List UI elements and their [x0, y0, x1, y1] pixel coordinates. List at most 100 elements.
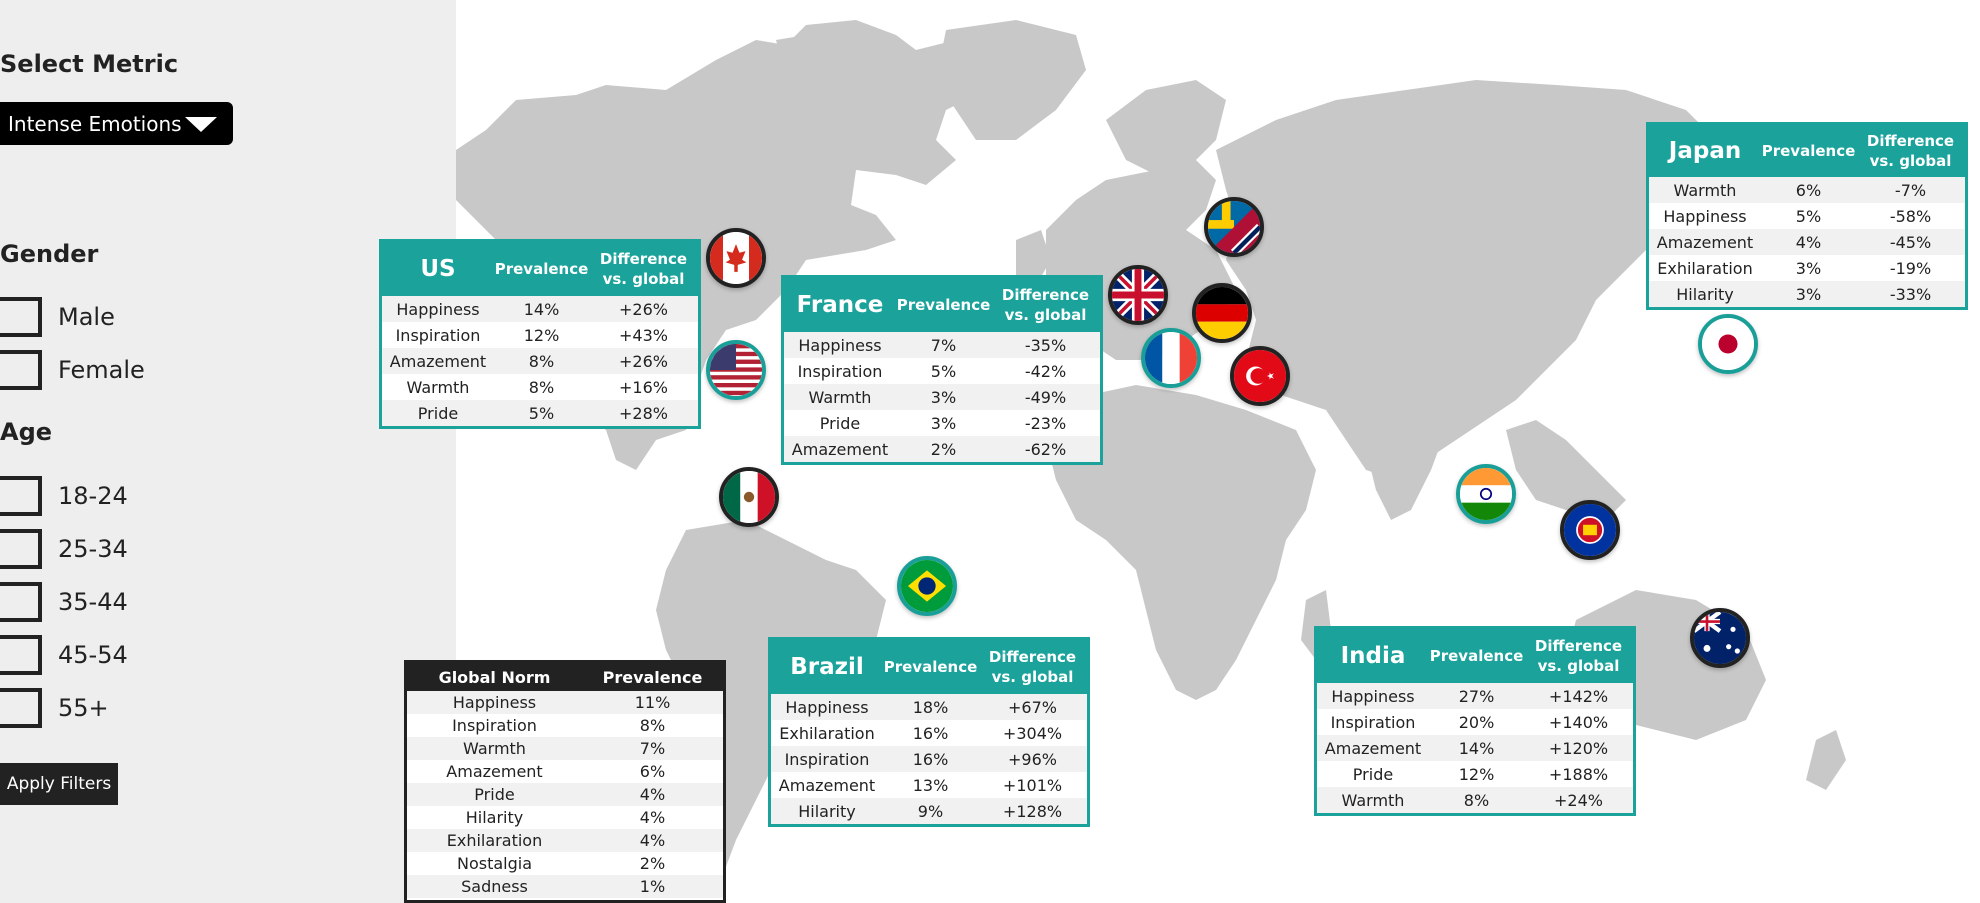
- row-prevalence: 12%: [523, 325, 560, 345]
- sweden-norway-flag-icon[interactable]: [1204, 197, 1264, 257]
- row-prevalence: 9%: [917, 801, 944, 821]
- checkbox-box[interactable]: [0, 582, 42, 622]
- row-label: Inspiration: [452, 716, 537, 735]
- row-prevalence: 2%: [930, 439, 957, 459]
- row-prevalence: 6%: [639, 762, 666, 781]
- country-table-japan: Japan Prevalence Difference vs. global W…: [1646, 122, 1968, 310]
- checkbox-box[interactable]: [0, 635, 42, 675]
- row-label: Exhilaration: [446, 831, 543, 850]
- table-row: Exhilaration 4%: [407, 829, 723, 852]
- row-difference: +24%: [1554, 790, 1603, 810]
- table-row: Exhilaration 16% +304%: [771, 720, 1087, 746]
- age-checkbox-18-24[interactable]: 18-24: [0, 476, 128, 516]
- table-row: Hilarity 9% +128%: [771, 798, 1087, 824]
- prevalence-header: Prevalence: [494, 260, 589, 278]
- country-name: India: [1340, 643, 1406, 669]
- row-difference: -62%: [1024, 439, 1067, 459]
- mexico-flag-icon[interactable]: [719, 467, 779, 527]
- table-row: Happiness 5% -58%: [1649, 203, 1965, 229]
- row-prevalence: 12%: [1458, 764, 1495, 784]
- japan-flag-icon[interactable]: [1698, 314, 1758, 374]
- checkbox-label: 55+: [58, 694, 109, 722]
- germany-flag-icon[interactable]: [1192, 283, 1252, 343]
- row-prevalence: 7%: [639, 739, 666, 758]
- france-flag-icon[interactable]: [1141, 328, 1201, 388]
- checkbox-box[interactable]: [0, 529, 42, 569]
- row-label: Exhilaration: [1657, 258, 1753, 278]
- row-prevalence: 3%: [1795, 258, 1822, 278]
- country-table-france: France Prevalence Difference vs. global …: [781, 275, 1103, 465]
- table-row: Happiness 27% +142%: [1317, 683, 1633, 709]
- row-prevalence: 5%: [528, 403, 555, 423]
- checkbox-box[interactable]: [0, 688, 42, 728]
- usa-flag-icon[interactable]: [706, 340, 766, 400]
- table-row: Happiness 14% +26%: [382, 296, 698, 322]
- table-header: India Prevalence Difference vs. global: [1317, 629, 1633, 683]
- table-header: Brazil Prevalence Difference vs. global: [771, 640, 1087, 694]
- row-prevalence: 5%: [1795, 206, 1822, 226]
- land-asia: [1216, 80, 1716, 480]
- asean-flag-icon[interactable]: [1560, 500, 1620, 560]
- row-label: Inspiration: [1330, 712, 1416, 732]
- row-label: Exhilaration: [779, 723, 875, 743]
- row-prevalence: 3%: [930, 387, 957, 407]
- table-body: Happiness 14% +26% Inspiration 12% +43% Amaz…: [382, 296, 698, 426]
- brazil-flag-icon[interactable]: [897, 556, 957, 616]
- row-prevalence: 4%: [1795, 232, 1822, 252]
- age-checkbox-25-34[interactable]: 25-34: [0, 529, 128, 569]
- row-difference: +67%: [1008, 697, 1057, 717]
- age-checkbox-45-54[interactable]: 45-54: [0, 635, 128, 675]
- table-row: Pride 4%: [407, 783, 723, 806]
- row-difference: -45%: [1889, 232, 1932, 252]
- checkbox-label: 18-24: [58, 482, 128, 510]
- difference-header: Difference vs. global: [1001, 286, 1090, 324]
- table-header: France Prevalence Difference vs. global: [784, 278, 1100, 332]
- table-row: Amazement 4% -45%: [1649, 229, 1965, 255]
- row-label: Warmth: [1673, 180, 1737, 200]
- gender-checkbox-female[interactable]: Female: [0, 350, 145, 390]
- row-prevalence: 16%: [912, 749, 949, 769]
- row-label: Amazement: [1656, 232, 1754, 252]
- row-prevalence: 11%: [634, 693, 671, 712]
- row-prevalence: 13%: [912, 775, 949, 795]
- table-header: Japan Prevalence Difference vs. global: [1649, 125, 1965, 177]
- australia-flag-icon[interactable]: [1690, 608, 1750, 668]
- row-label: Pride: [417, 403, 459, 423]
- country-table-india: India Prevalence Difference vs. global H…: [1314, 626, 1636, 816]
- apply-filters-button[interactable]: Apply Filters: [0, 763, 118, 805]
- row-label: Warmth: [1341, 790, 1405, 810]
- land-africa: [1046, 385, 1316, 700]
- checkbox-box[interactable]: [0, 350, 42, 390]
- uk-flag-icon[interactable]: [1108, 265, 1168, 325]
- row-difference: +96%: [1008, 749, 1057, 769]
- gender-checkbox-male[interactable]: Male: [0, 297, 115, 337]
- age-checkbox-35-44[interactable]: 35-44: [0, 582, 128, 622]
- country-name: France: [796, 292, 884, 318]
- row-difference: +16%: [619, 377, 668, 397]
- row-label: Warmth: [808, 387, 872, 407]
- difference-header: Difference vs. global: [1534, 637, 1623, 675]
- canada-flag-icon[interactable]: [706, 228, 766, 288]
- table-body: Happiness 27% +142% Inspiration 20% +140% Am…: [1317, 683, 1633, 813]
- row-label: Hilarity: [1676, 284, 1734, 304]
- age-checkbox-55-plus[interactable]: 55+: [0, 688, 109, 728]
- india-flag-icon[interactable]: [1456, 464, 1516, 524]
- metric-dropdown[interactable]: Intense Emotions: [0, 102, 233, 145]
- row-label: Warmth: [406, 377, 470, 397]
- row-label: Inspiration: [797, 361, 883, 381]
- row-label: Amazement: [1324, 738, 1422, 758]
- checkbox-box[interactable]: [0, 476, 42, 516]
- table-row: Happiness 18% +67%: [771, 694, 1087, 720]
- table-row: Nostalgia 2%: [407, 852, 723, 875]
- table-row: Pride 12% +188%: [1317, 761, 1633, 787]
- table-row: Hilarity 3% -33%: [1649, 281, 1965, 307]
- country-table-brazil: Brazil Prevalence Difference vs. global …: [768, 637, 1090, 827]
- table-row: Warmth 6% -7%: [1649, 177, 1965, 203]
- checkbox-box[interactable]: [0, 297, 42, 337]
- row-label: Hilarity: [465, 808, 524, 827]
- turkey-flag-icon[interactable]: [1230, 346, 1290, 406]
- row-prevalence: 8%: [528, 351, 555, 371]
- table-row: Inspiration 8%: [407, 714, 723, 737]
- table-row: Hilarity 4%: [407, 806, 723, 829]
- metric-dropdown-value: Intense Emotions: [8, 111, 182, 136]
